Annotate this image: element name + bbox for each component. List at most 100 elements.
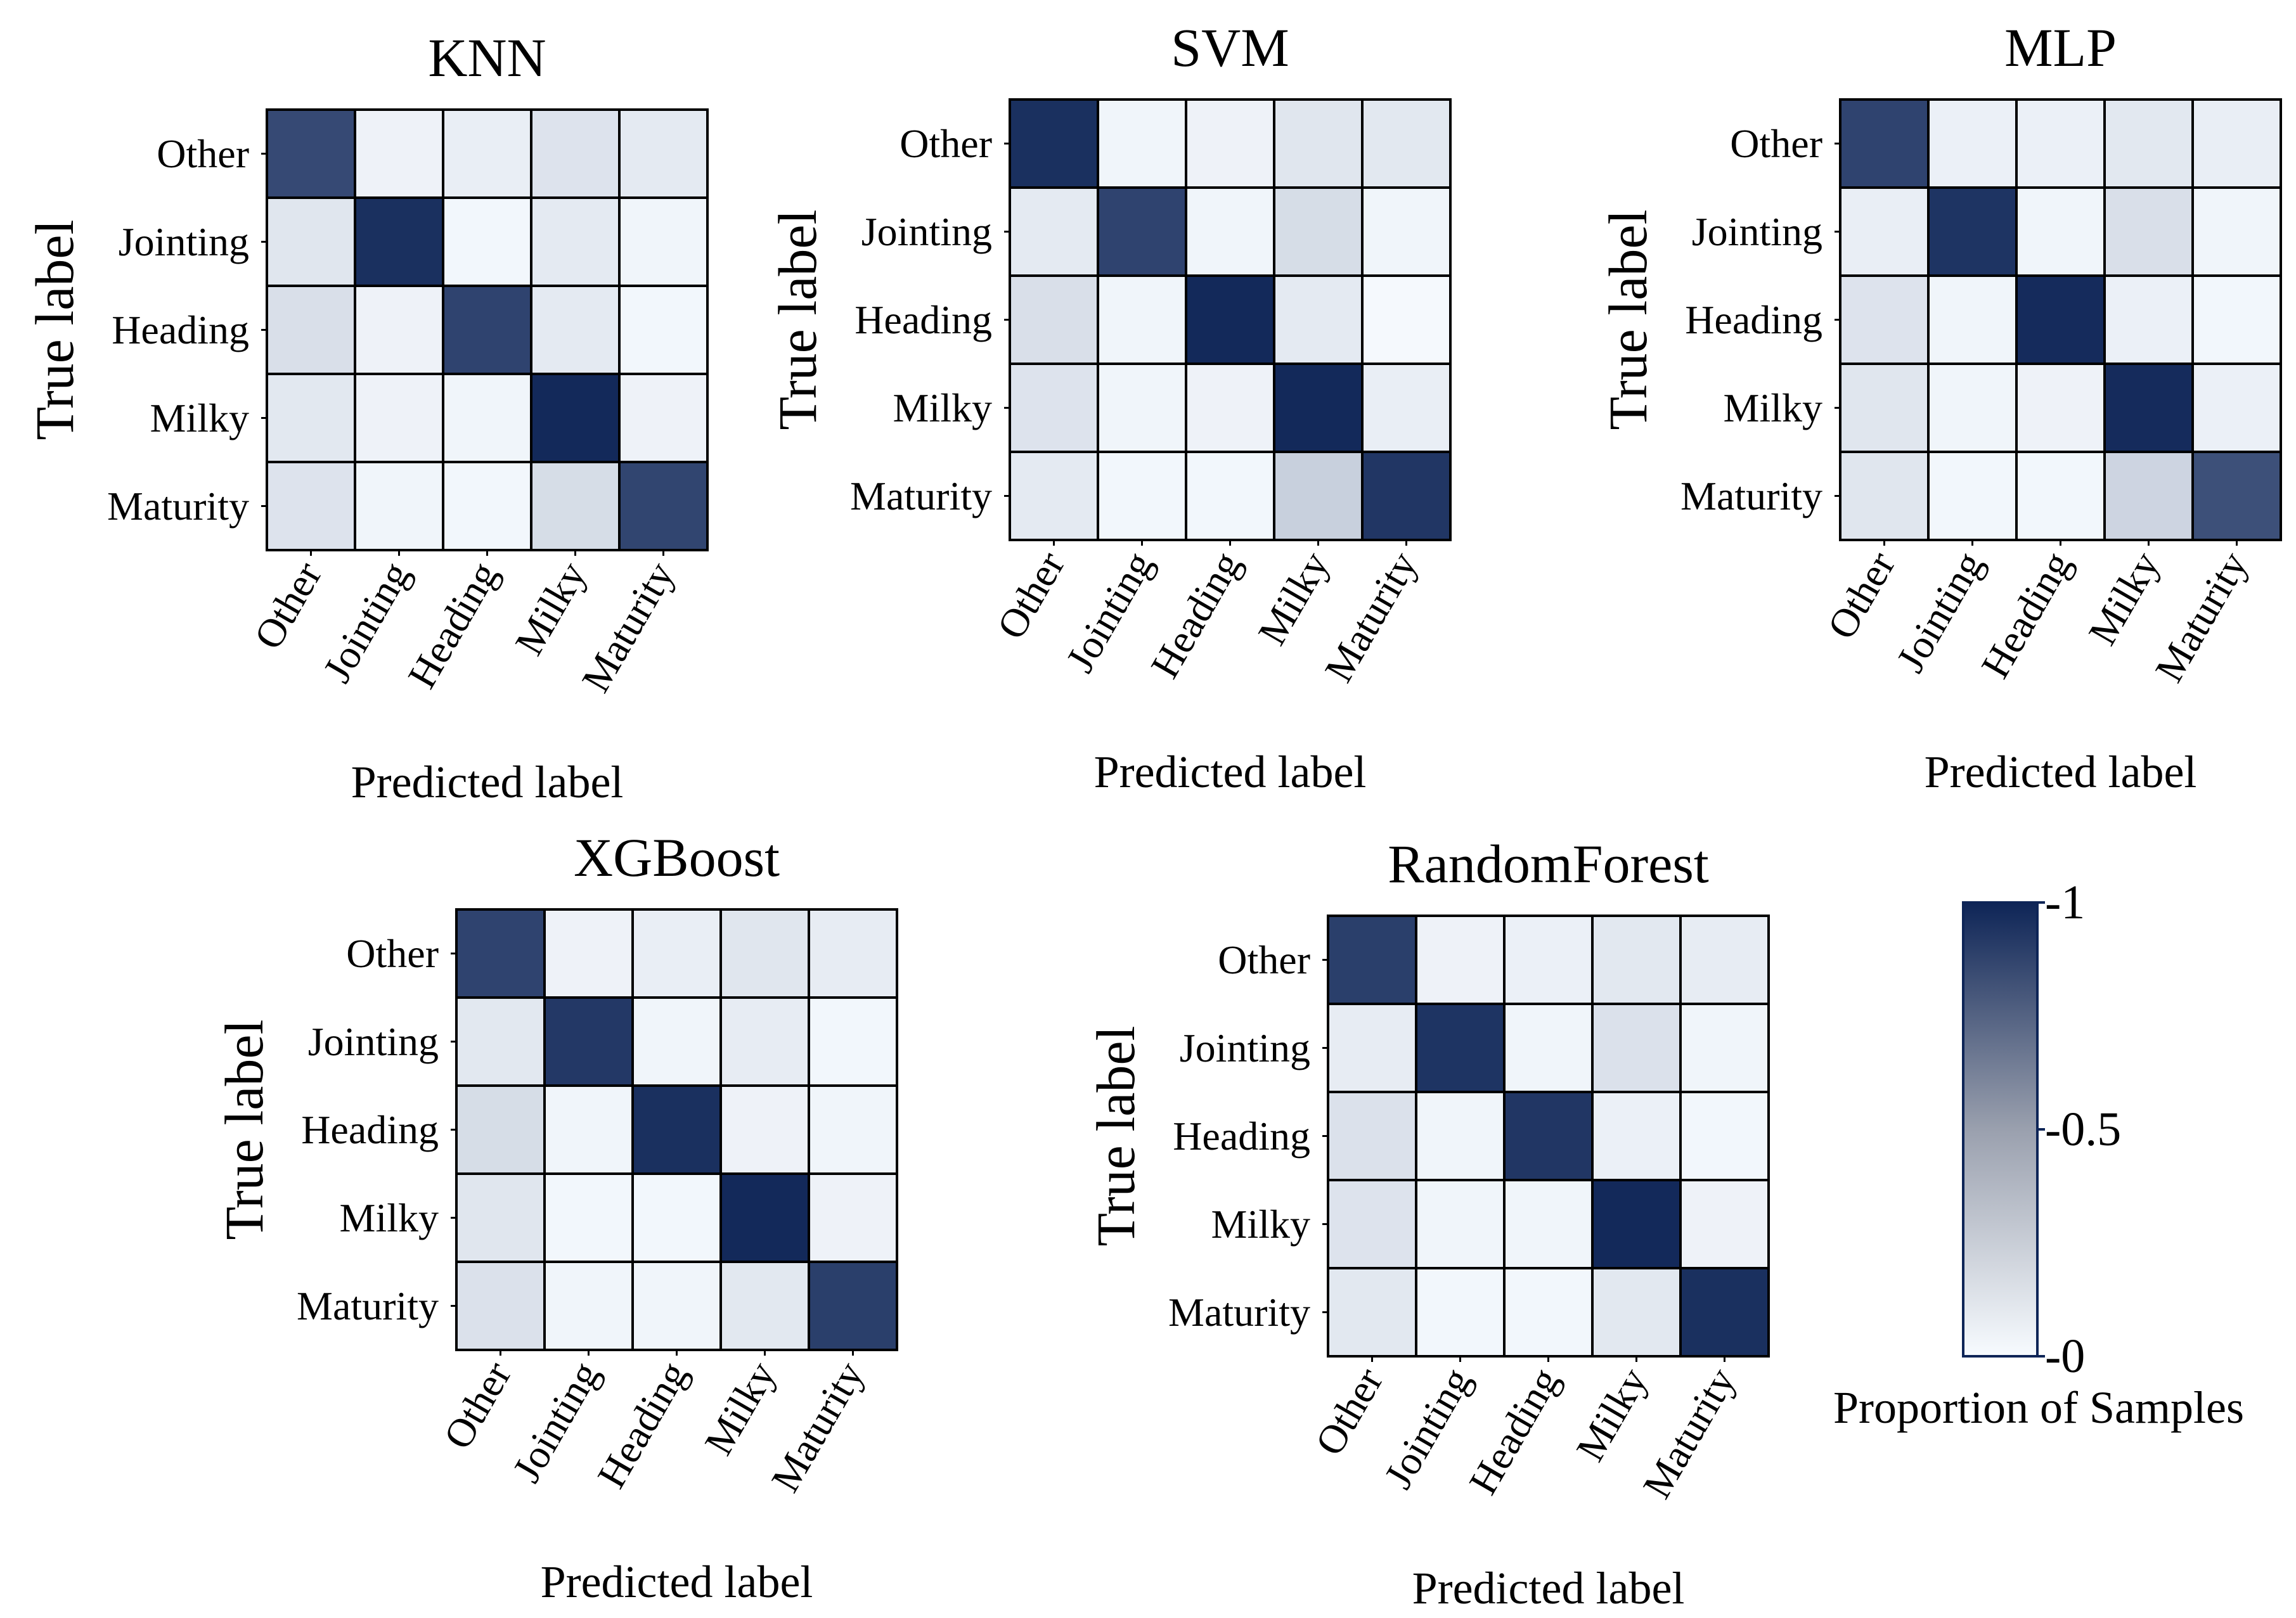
heatmap-cell <box>631 1172 722 1263</box>
heatmap-cell <box>266 108 356 199</box>
y-tick-label: Maturity <box>107 484 249 529</box>
heatmap-cell <box>1591 1003 1682 1093</box>
y-tick-label: Jointing <box>1180 1025 1310 1070</box>
heatmap-cell <box>808 908 898 999</box>
colorbar-tick-label-0-5: -0.5 <box>2045 1103 2121 1156</box>
x-tick-label: Milky <box>1249 544 1338 652</box>
heatmap-cell <box>1361 363 1452 453</box>
heatmap-cell <box>2103 274 2194 365</box>
heatmap-cell <box>1927 186 2018 277</box>
heatmap-cell <box>1185 98 1275 189</box>
heatmap-cell <box>1503 1091 1594 1181</box>
heatmap-cell <box>1009 451 1099 541</box>
x-tick-label: Milky <box>2080 544 2169 652</box>
chart-title: MLP <box>2004 17 2117 78</box>
heatmap-cell <box>1327 1267 1417 1358</box>
heatmap-cell <box>543 1172 634 1263</box>
heatmap-cell <box>442 373 532 463</box>
heatmap-cell <box>1415 1179 1506 1269</box>
chart-xgboost: XGBoost Other Jointing Heading Milky Maturity… <box>214 827 898 1607</box>
heatmap-cell <box>2015 186 2106 277</box>
heatmap-cell <box>543 1261 634 1351</box>
y-axis-label: True label <box>1597 210 1658 430</box>
heatmap-cell <box>1327 1003 1417 1093</box>
x-tick-label: Other <box>1306 1360 1391 1463</box>
heatmap-cell <box>2103 98 2194 189</box>
y-tick-label: Maturity <box>297 1283 439 1328</box>
heatmap-cell <box>1415 1091 1506 1181</box>
heatmap-cell <box>266 196 356 287</box>
heatmap-cell <box>1327 1179 1417 1269</box>
heatmap-cell <box>618 373 709 463</box>
heatmap-cell <box>2191 274 2282 365</box>
heatmap-cell <box>1273 363 1364 453</box>
heatmap-cell <box>2191 451 2282 541</box>
heatmap-cell <box>266 461 356 551</box>
heatmap-cell <box>1679 1179 1770 1269</box>
y-tick-label: Other <box>1218 937 1310 982</box>
chart-title: SVM <box>1171 17 1289 78</box>
x-tick-label: Milky <box>696 1354 785 1462</box>
colorbar-tick-label-1: -1 <box>2045 876 2085 929</box>
heatmap-cell <box>1839 274 1930 365</box>
x-axis-label: Predicted label <box>1412 1563 1685 1614</box>
y-tick-label: Milky <box>1724 385 1822 430</box>
heatmap-cell <box>442 461 532 551</box>
heatmap-cell <box>1185 363 1275 453</box>
colorbar: -1 -0.5 -0 Proportion of Samples <box>1833 876 2244 1433</box>
y-tick-label: Other <box>900 121 992 166</box>
heatmap-cell <box>1415 1003 1506 1093</box>
heatmap-cell <box>1927 363 2018 453</box>
y-tick-label: Other <box>346 931 439 976</box>
x-tick-label: Milky <box>1568 1360 1656 1468</box>
heatmap-cell <box>719 908 810 999</box>
colorbar-tick-label-0: -0 <box>2045 1330 2085 1383</box>
heatmap-cell <box>1503 1003 1594 1093</box>
heatmap-cell <box>631 1261 722 1351</box>
heatmap-cell <box>530 461 621 551</box>
x-axis-label: Predicted label <box>541 1557 813 1607</box>
heatmap-cell <box>1415 915 1506 1005</box>
heatmap-cell <box>808 1261 898 1351</box>
y-tick-label: Jointing <box>119 219 249 264</box>
heatmap-cell <box>1839 451 1930 541</box>
x-axis-label: Predicted label <box>1094 747 1367 797</box>
heatmap-cell <box>530 196 621 287</box>
chart-randomforest: RandomForest Other Jointing Heading Milky Mat… <box>1085 833 1770 1614</box>
heatmap-cell <box>455 908 546 999</box>
heatmap-cell <box>1097 451 1187 541</box>
heatmap-cell <box>631 996 722 1087</box>
heatmap-cell <box>631 1084 722 1175</box>
heatmap-cell <box>543 996 634 1087</box>
heatmap-cell <box>1327 915 1417 1005</box>
heatmap-cell <box>1591 915 1682 1005</box>
heatmap-cell <box>1927 274 2018 365</box>
x-tick-label: Milky <box>506 554 595 662</box>
heatmap-cell <box>354 196 444 287</box>
heatmap-cell <box>1503 915 1594 1005</box>
heatmap-cell <box>530 285 621 375</box>
y-tick-label: Heading <box>855 297 992 342</box>
y-axis-label: True label <box>214 1020 274 1240</box>
y-tick-label: Milky <box>340 1195 439 1240</box>
chart-title: RandomForest <box>1388 833 1709 894</box>
heatmap-cell <box>719 1261 810 1351</box>
heatmap-cell <box>442 108 532 199</box>
heatmap-cell <box>1679 1091 1770 1181</box>
y-tick-label: Jointing <box>861 209 992 254</box>
heatmap-cell <box>1679 915 1770 1005</box>
y-tick-label: Heading <box>1173 1114 1310 1159</box>
heatmap-cell <box>354 461 444 551</box>
heatmap-cell <box>266 285 356 375</box>
heatmap-cell <box>530 373 621 463</box>
heatmap-cell <box>808 1084 898 1175</box>
x-axis-label: Predicted label <box>351 757 624 807</box>
x-tick-label: Other <box>988 544 1073 646</box>
heatmap-cell <box>1273 186 1364 277</box>
x-axis-label: Predicted label <box>1925 747 2197 797</box>
heatmap-cell <box>1839 363 1930 453</box>
heatmap-cell <box>1361 186 1452 277</box>
heatmap-cell <box>1185 451 1275 541</box>
heatmap-cell <box>618 108 709 199</box>
y-tick-label: Maturity <box>1168 1290 1310 1335</box>
